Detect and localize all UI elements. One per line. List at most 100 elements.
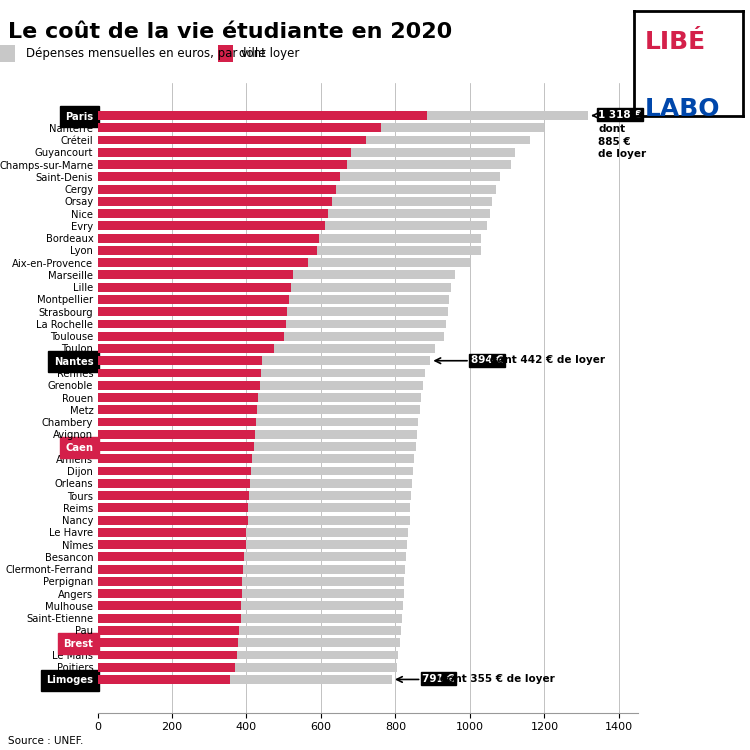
Bar — [98, 405, 420, 414]
Bar — [98, 418, 256, 427]
Bar — [98, 466, 413, 476]
Bar — [98, 528, 409, 537]
Bar — [98, 148, 351, 157]
Bar — [98, 663, 397, 671]
Bar — [98, 577, 404, 586]
Bar — [98, 320, 286, 328]
Bar — [98, 136, 530, 145]
Text: dont 442 € de loyer: dont 442 € de loyer — [486, 355, 605, 365]
Bar — [98, 368, 425, 377]
Bar — [98, 614, 402, 622]
Bar — [98, 160, 347, 169]
Bar — [98, 246, 481, 255]
Bar — [98, 209, 490, 218]
Bar — [98, 344, 274, 353]
Text: Le coût de la vie étudiante en 2020: Le coût de la vie étudiante en 2020 — [8, 22, 452, 43]
Bar — [98, 565, 405, 574]
Bar — [98, 430, 255, 439]
Bar — [98, 246, 317, 255]
Bar — [98, 650, 237, 659]
Bar — [98, 442, 254, 451]
Text: 894 €: 894 € — [471, 355, 503, 365]
Text: 791 €: 791 € — [422, 674, 454, 684]
Bar — [98, 160, 511, 169]
FancyBboxPatch shape — [217, 45, 232, 62]
Bar — [98, 626, 400, 634]
Bar — [98, 234, 319, 242]
Bar — [98, 124, 544, 132]
Bar — [98, 602, 242, 610]
Bar — [98, 590, 242, 598]
Bar — [98, 111, 427, 120]
Bar — [98, 675, 392, 684]
Bar — [98, 491, 250, 500]
Bar — [98, 344, 434, 353]
Bar — [98, 479, 250, 488]
Bar — [98, 516, 248, 524]
Bar — [98, 418, 418, 427]
Bar — [98, 430, 417, 439]
Bar — [98, 516, 410, 524]
Bar — [98, 320, 446, 328]
Bar — [98, 454, 252, 464]
Bar — [98, 590, 404, 598]
Text: LIBÉ: LIBÉ — [645, 30, 706, 54]
Text: dont
885 €
de loyer: dont 885 € de loyer — [598, 124, 646, 159]
Bar — [98, 271, 293, 279]
Bar — [98, 111, 588, 120]
Bar — [98, 491, 412, 500]
Bar — [98, 197, 492, 206]
Text: Source : UNEF.: Source : UNEF. — [8, 736, 82, 746]
Bar — [98, 626, 239, 634]
Bar — [98, 638, 238, 647]
Bar — [98, 308, 448, 316]
Bar — [98, 442, 416, 451]
Bar — [98, 540, 246, 549]
Bar — [98, 332, 444, 340]
Bar — [98, 614, 241, 622]
Bar — [98, 650, 398, 659]
FancyBboxPatch shape — [0, 45, 15, 62]
Bar — [98, 172, 340, 182]
Bar — [98, 184, 336, 194]
Bar — [98, 368, 261, 377]
Bar — [98, 565, 244, 574]
Bar — [98, 553, 244, 561]
Bar — [98, 148, 514, 157]
Bar — [98, 602, 403, 610]
Bar — [98, 675, 230, 684]
Bar — [98, 283, 291, 292]
Bar — [98, 405, 257, 414]
Bar — [98, 356, 430, 365]
Bar — [98, 271, 455, 279]
Bar — [98, 381, 260, 390]
Bar — [98, 393, 422, 402]
Bar — [98, 258, 470, 267]
Text: dont loyer: dont loyer — [238, 46, 299, 60]
Text: LABO: LABO — [645, 98, 721, 122]
Bar — [98, 540, 407, 549]
Bar — [98, 221, 487, 230]
Bar — [98, 393, 258, 402]
Bar — [98, 124, 380, 132]
Bar — [98, 234, 481, 242]
Bar — [98, 221, 325, 230]
Bar — [98, 454, 414, 464]
Text: Dépenses mensuelles en euros, par ville: Dépenses mensuelles en euros, par ville — [26, 46, 266, 60]
Bar — [98, 663, 236, 671]
Bar — [98, 295, 449, 304]
Text: 1 318 €: 1 318 € — [598, 110, 642, 120]
Bar — [98, 184, 496, 194]
Bar — [98, 332, 284, 340]
Bar — [98, 503, 410, 512]
Bar — [98, 209, 328, 218]
Bar — [98, 197, 332, 206]
Bar — [98, 638, 400, 647]
Bar — [98, 553, 406, 561]
Bar — [98, 136, 366, 145]
Bar — [98, 258, 308, 267]
Bar — [98, 528, 247, 537]
Bar — [98, 356, 262, 365]
Bar — [98, 577, 242, 586]
Bar — [98, 503, 248, 512]
